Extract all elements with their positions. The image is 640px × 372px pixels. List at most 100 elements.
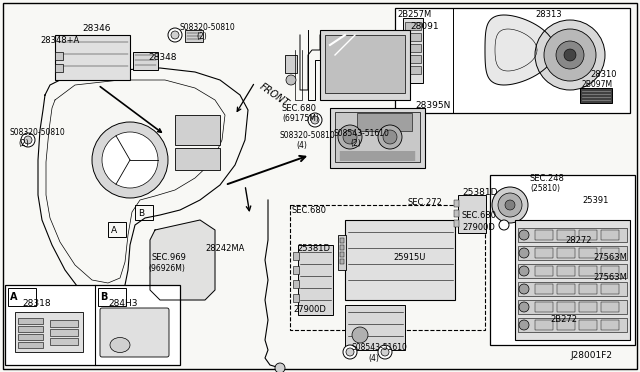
Bar bbox=[579, 230, 597, 240]
Bar bbox=[335, 112, 420, 162]
Text: 2B257M: 2B257M bbox=[397, 10, 431, 19]
Circle shape bbox=[308, 113, 322, 127]
FancyBboxPatch shape bbox=[100, 308, 169, 357]
Text: B: B bbox=[138, 208, 144, 218]
Bar bbox=[405, 33, 421, 41]
Bar bbox=[579, 266, 597, 276]
Text: J28001F2: J28001F2 bbox=[570, 352, 612, 360]
Text: 28318: 28318 bbox=[22, 299, 51, 308]
Bar bbox=[535, 266, 553, 276]
Circle shape bbox=[92, 122, 168, 198]
Bar bbox=[518, 300, 627, 314]
Bar bbox=[490, 175, 635, 345]
Circle shape bbox=[519, 266, 529, 276]
Bar bbox=[518, 282, 627, 296]
Bar bbox=[338, 235, 346, 270]
Text: (69175M): (69175M) bbox=[282, 113, 319, 122]
Bar bbox=[108, 222, 126, 237]
Bar bbox=[535, 248, 553, 258]
Bar bbox=[557, 230, 575, 240]
Bar bbox=[320, 30, 410, 100]
Bar bbox=[18, 326, 43, 332]
Bar bbox=[405, 55, 421, 63]
Text: 27563M: 27563M bbox=[593, 273, 627, 282]
Circle shape bbox=[338, 125, 362, 149]
Bar bbox=[330, 108, 425, 168]
Bar bbox=[340, 245, 344, 250]
Bar bbox=[458, 195, 486, 233]
Bar bbox=[55, 64, 63, 72]
Text: 25381D: 25381D bbox=[297, 244, 330, 253]
Bar bbox=[395, 8, 630, 113]
Text: 28348+A: 28348+A bbox=[40, 35, 79, 45]
Bar bbox=[340, 252, 344, 257]
Bar bbox=[601, 302, 619, 312]
Text: S08320-50810: S08320-50810 bbox=[280, 131, 336, 140]
Circle shape bbox=[519, 320, 529, 330]
Bar bbox=[405, 66, 421, 74]
Circle shape bbox=[378, 345, 392, 359]
Bar bbox=[293, 280, 299, 288]
Polygon shape bbox=[485, 15, 555, 85]
Bar bbox=[579, 248, 597, 258]
Bar bbox=[579, 284, 597, 294]
Bar bbox=[601, 230, 619, 240]
Text: A: A bbox=[10, 292, 18, 302]
Bar bbox=[55, 52, 63, 60]
Circle shape bbox=[544, 29, 596, 81]
Bar bbox=[293, 252, 299, 260]
Text: SEC.272: SEC.272 bbox=[408, 198, 443, 206]
Bar bbox=[50, 329, 78, 336]
Circle shape bbox=[519, 302, 529, 312]
Circle shape bbox=[343, 130, 357, 144]
Bar bbox=[557, 248, 575, 258]
Bar bbox=[18, 342, 43, 348]
Text: B: B bbox=[100, 292, 108, 302]
Text: SEC.680: SEC.680 bbox=[462, 211, 497, 219]
Circle shape bbox=[556, 41, 584, 69]
Bar bbox=[535, 302, 553, 312]
Circle shape bbox=[381, 348, 389, 356]
Bar bbox=[601, 284, 619, 294]
Circle shape bbox=[519, 248, 529, 258]
Bar bbox=[454, 210, 459, 217]
Circle shape bbox=[286, 75, 296, 85]
Circle shape bbox=[505, 200, 515, 210]
Bar bbox=[515, 220, 630, 340]
Text: S08320-50810: S08320-50810 bbox=[180, 22, 236, 32]
Text: 28272: 28272 bbox=[565, 235, 591, 244]
Text: A: A bbox=[111, 225, 117, 234]
Text: 28242MA: 28242MA bbox=[205, 244, 244, 253]
Bar bbox=[601, 266, 619, 276]
Text: 28395N: 28395N bbox=[415, 100, 451, 109]
Text: SEC.969: SEC.969 bbox=[152, 253, 187, 263]
Bar bbox=[405, 44, 421, 52]
Bar bbox=[601, 248, 619, 258]
Text: 25915U: 25915U bbox=[393, 253, 426, 263]
Circle shape bbox=[535, 20, 605, 90]
Text: 25391: 25391 bbox=[582, 196, 609, 205]
Bar bbox=[557, 302, 575, 312]
Text: 28310: 28310 bbox=[590, 70, 616, 78]
Bar bbox=[55, 35, 130, 80]
Bar bbox=[518, 318, 627, 332]
Bar bbox=[298, 245, 333, 315]
Text: 284H3: 284H3 bbox=[108, 299, 138, 308]
Circle shape bbox=[346, 348, 354, 356]
Bar bbox=[518, 246, 627, 260]
Bar bbox=[518, 264, 627, 278]
Text: 2B272: 2B272 bbox=[550, 315, 577, 324]
Circle shape bbox=[492, 187, 528, 223]
Text: (4): (4) bbox=[296, 141, 307, 150]
Circle shape bbox=[102, 132, 158, 188]
Bar bbox=[345, 305, 405, 350]
Circle shape bbox=[498, 193, 522, 217]
Text: FRONT: FRONT bbox=[258, 81, 291, 109]
Bar bbox=[18, 334, 43, 340]
Bar bbox=[557, 266, 575, 276]
Bar bbox=[293, 294, 299, 302]
Bar bbox=[185, 30, 203, 42]
Bar bbox=[98, 288, 126, 306]
Text: S08543-51610: S08543-51610 bbox=[333, 128, 389, 138]
Text: SEC.248: SEC.248 bbox=[530, 173, 565, 183]
